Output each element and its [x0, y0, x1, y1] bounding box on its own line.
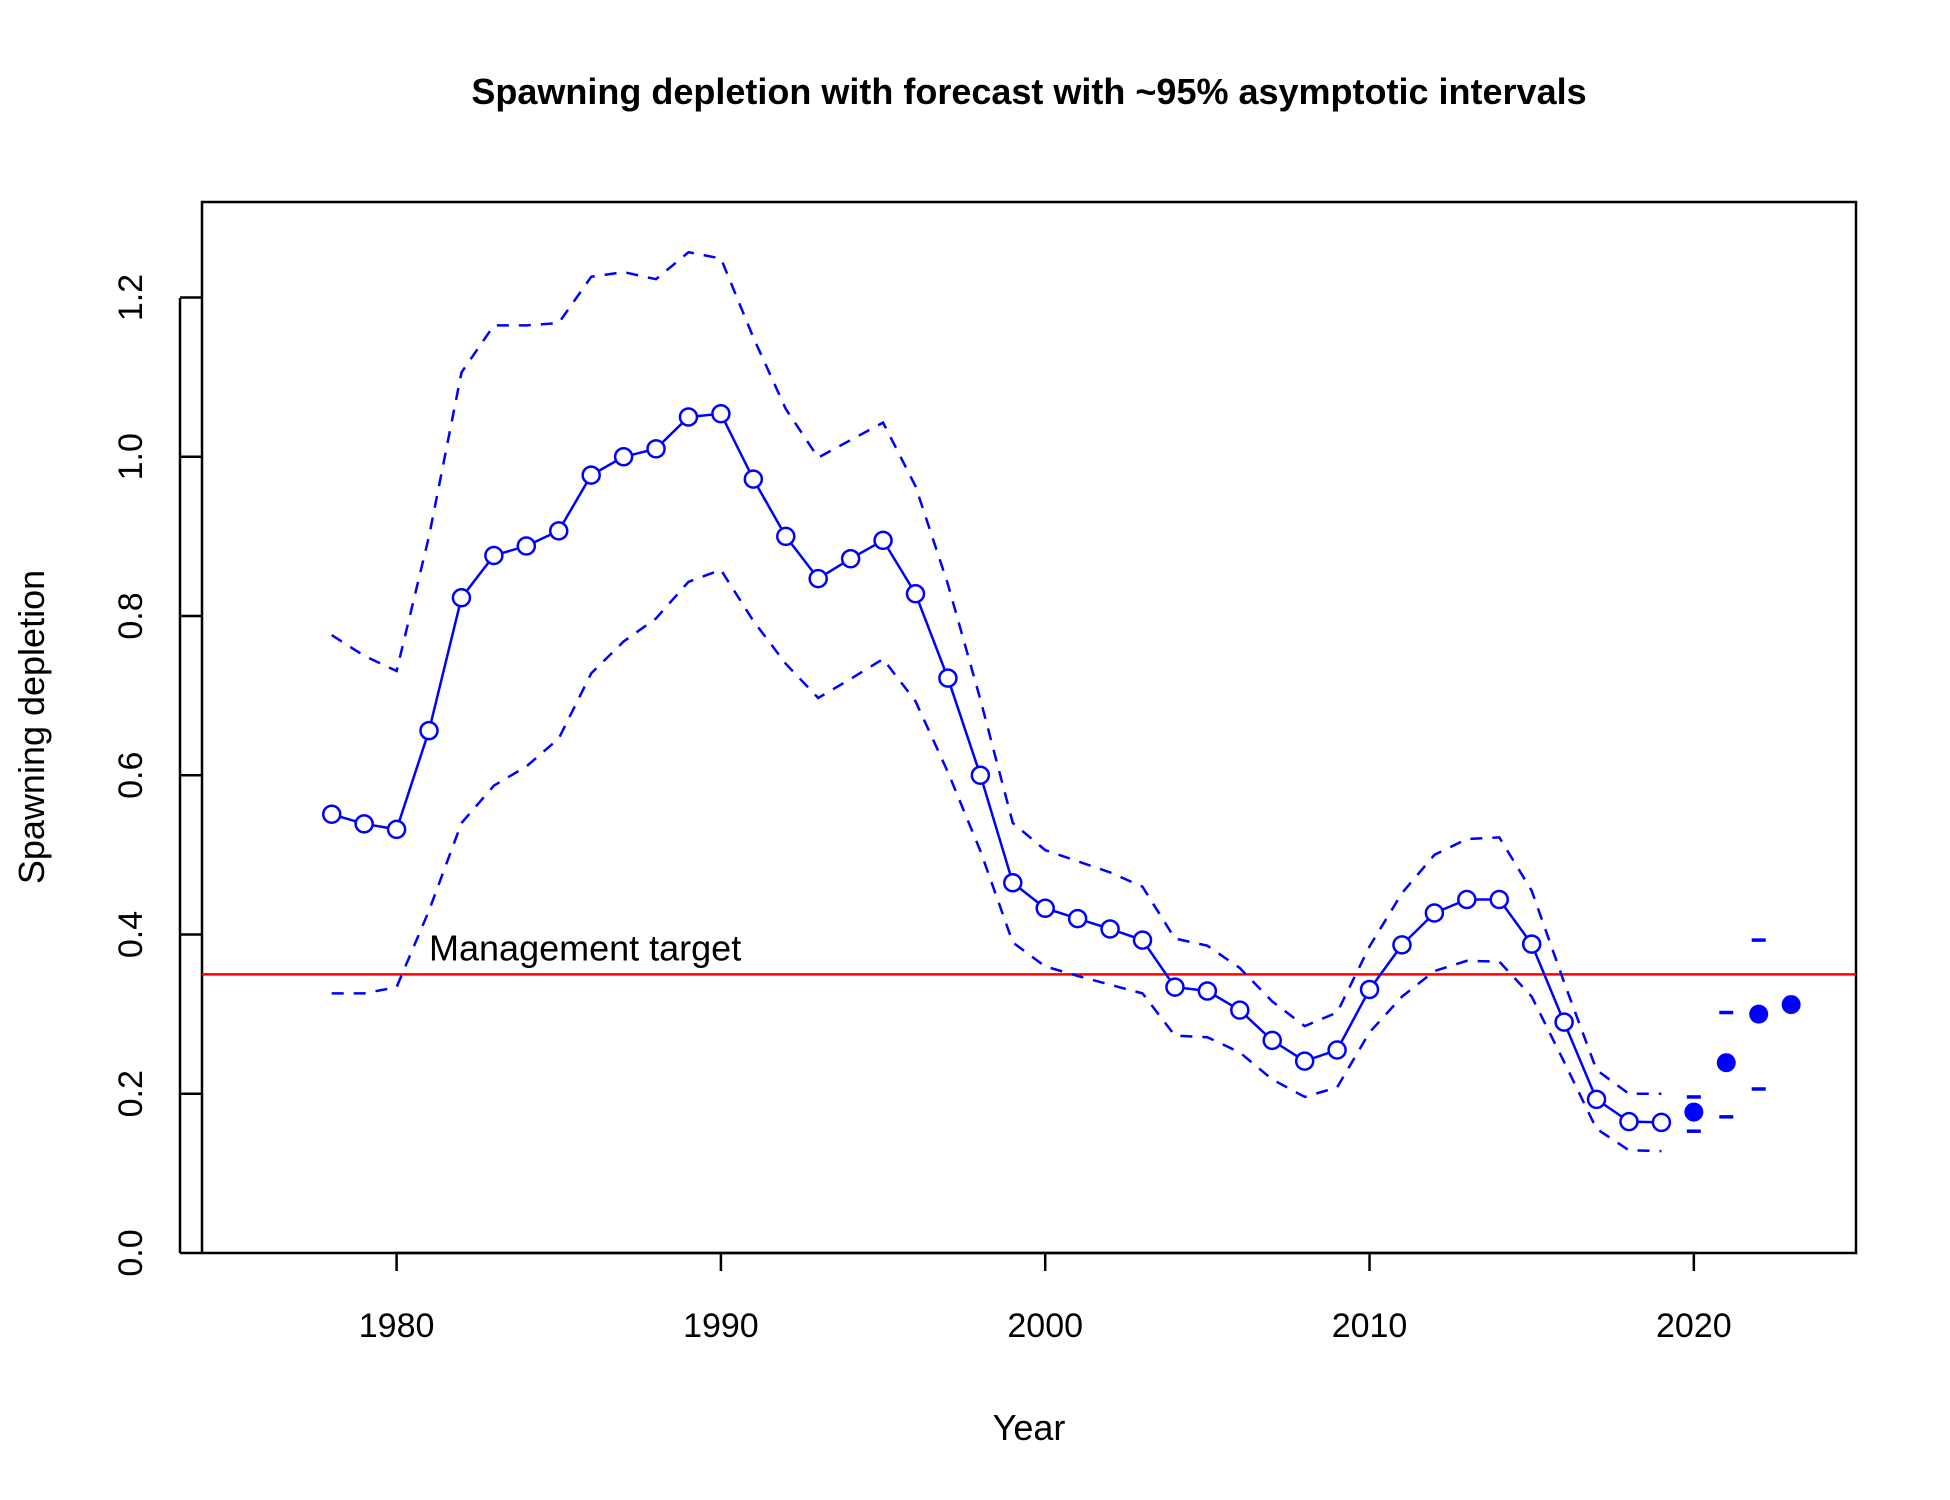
- forecast-point: [1716, 1053, 1736, 1073]
- estimate-point: [1067, 908, 1088, 929]
- estimate-point: [1554, 1012, 1574, 1032]
- estimate-point: [1489, 889, 1510, 910]
- estimate-point: [1262, 1030, 1282, 1051]
- estimate-point: [516, 536, 537, 556]
- estimate-point: [711, 404, 731, 424]
- y-axis-ticks: 0.0 0.2 0.4 0.6 0.8 1.0 1.2: [112, 274, 202, 1277]
- estimate-point: [1521, 934, 1542, 954]
- estimate-point: [776, 526, 796, 547]
- estimate-point: [1035, 898, 1055, 918]
- x-tick-label: 2010: [1332, 1307, 1408, 1345]
- estimate-point: [840, 548, 861, 569]
- x-axis-label: Year: [993, 1407, 1066, 1448]
- forecast-point: [1781, 995, 1801, 1015]
- estimate-point: [451, 587, 472, 608]
- estimate-point: [1132, 930, 1153, 950]
- estimate-point: [1294, 1051, 1315, 1071]
- estimate-point: [419, 720, 439, 741]
- estimate-point: [743, 469, 764, 489]
- y-tick-label: 1.0: [112, 433, 150, 480]
- y-tick-label: 0.0: [112, 1229, 150, 1276]
- x-tick-label: 1980: [359, 1307, 435, 1345]
- x-tick-label: 2000: [1007, 1307, 1083, 1345]
- estimate-point: [484, 545, 504, 566]
- estimate-point: [873, 530, 893, 551]
- estimate-point: [1424, 903, 1445, 923]
- estimate-point: [905, 583, 926, 604]
- management-target-label: Management target: [429, 927, 741, 968]
- estimate-point: [321, 804, 342, 825]
- y-axis-label: Spawning depletion: [11, 570, 52, 884]
- estimate-point: [1165, 977, 1185, 997]
- estimate-point: [970, 765, 991, 786]
- forecast-point: [1684, 1102, 1704, 1122]
- estimate-point: [1230, 1000, 1250, 1020]
- estimate-point: [354, 814, 374, 834]
- y-tick-label: 0.6: [112, 752, 150, 799]
- chart-title: Spawning depletion with forecast with ~9…: [471, 71, 1586, 112]
- y-tick-label: 0.2: [112, 1070, 150, 1117]
- estimate-point: [646, 439, 666, 459]
- estimate-point: [548, 521, 569, 541]
- lower-interval-line: [331, 568, 1662, 1153]
- x-axis-ticks: 1980 1990 2000 2010 2020: [359, 1253, 1732, 1345]
- x-tick-label: 1990: [683, 1307, 759, 1345]
- estimate-point: [1392, 935, 1412, 955]
- forecast-point: [1749, 1004, 1769, 1024]
- estimate-point: [1651, 1112, 1672, 1133]
- x-tick-label: 2020: [1656, 1307, 1732, 1345]
- estimate-point: [386, 819, 407, 840]
- estimate-point: [1100, 919, 1120, 939]
- upper-interval-line: [331, 250, 1662, 1096]
- y-tick-label: 0.8: [112, 592, 150, 639]
- estimate-point: [1619, 1111, 1639, 1132]
- estimate-point: [1457, 889, 1477, 910]
- estimate-point: [581, 465, 601, 485]
- estimate-point: [938, 668, 958, 688]
- estimate-point: [613, 447, 634, 467]
- plot-frame: [200, 200, 1858, 1255]
- estimate-point: [1586, 1089, 1607, 1110]
- estimate-point: [1327, 1040, 1347, 1060]
- y-tick-label: 0.4: [112, 911, 150, 958]
- estimate-point: [1197, 981, 1218, 1001]
- estimate-point: [808, 568, 828, 589]
- estimate-line: [331, 412, 1662, 1124]
- estimate-point: [1359, 979, 1380, 1000]
- series-layer: [321, 250, 1801, 1153]
- estimate-point: [1003, 873, 1023, 893]
- estimate-point: [678, 407, 699, 427]
- y-tick-label: 1.2: [112, 274, 150, 321]
